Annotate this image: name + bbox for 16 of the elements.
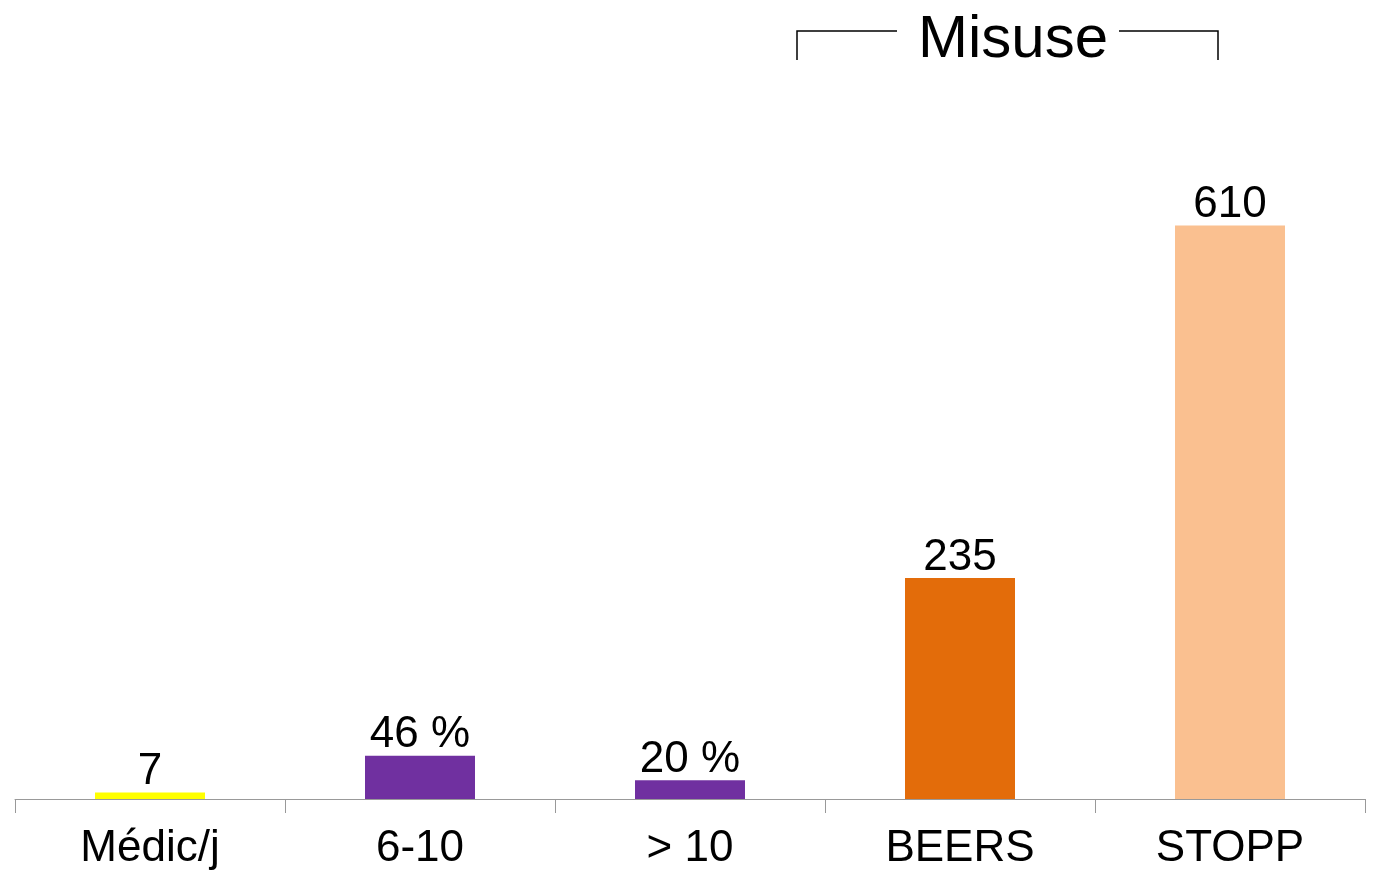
x-tick-label: Médic/j [80,820,220,870]
x-tick-label: STOPP [1155,820,1305,870]
data-label: 610 [1193,177,1267,227]
bar [1175,225,1285,799]
data-label: 46 % [369,707,471,757]
bar [905,578,1015,799]
bar [635,780,745,799]
data-label: 7 [137,743,163,793]
data-label: 20 % [639,731,741,781]
x-tick-label: 6-10 [375,820,465,870]
bar [365,755,475,799]
text: Misuse [918,2,1109,71]
x-tick-label: BEERS [885,820,1035,870]
bar [95,792,205,799]
data-label: 235 [923,529,997,579]
x-tick-label: > 10 [646,820,734,870]
